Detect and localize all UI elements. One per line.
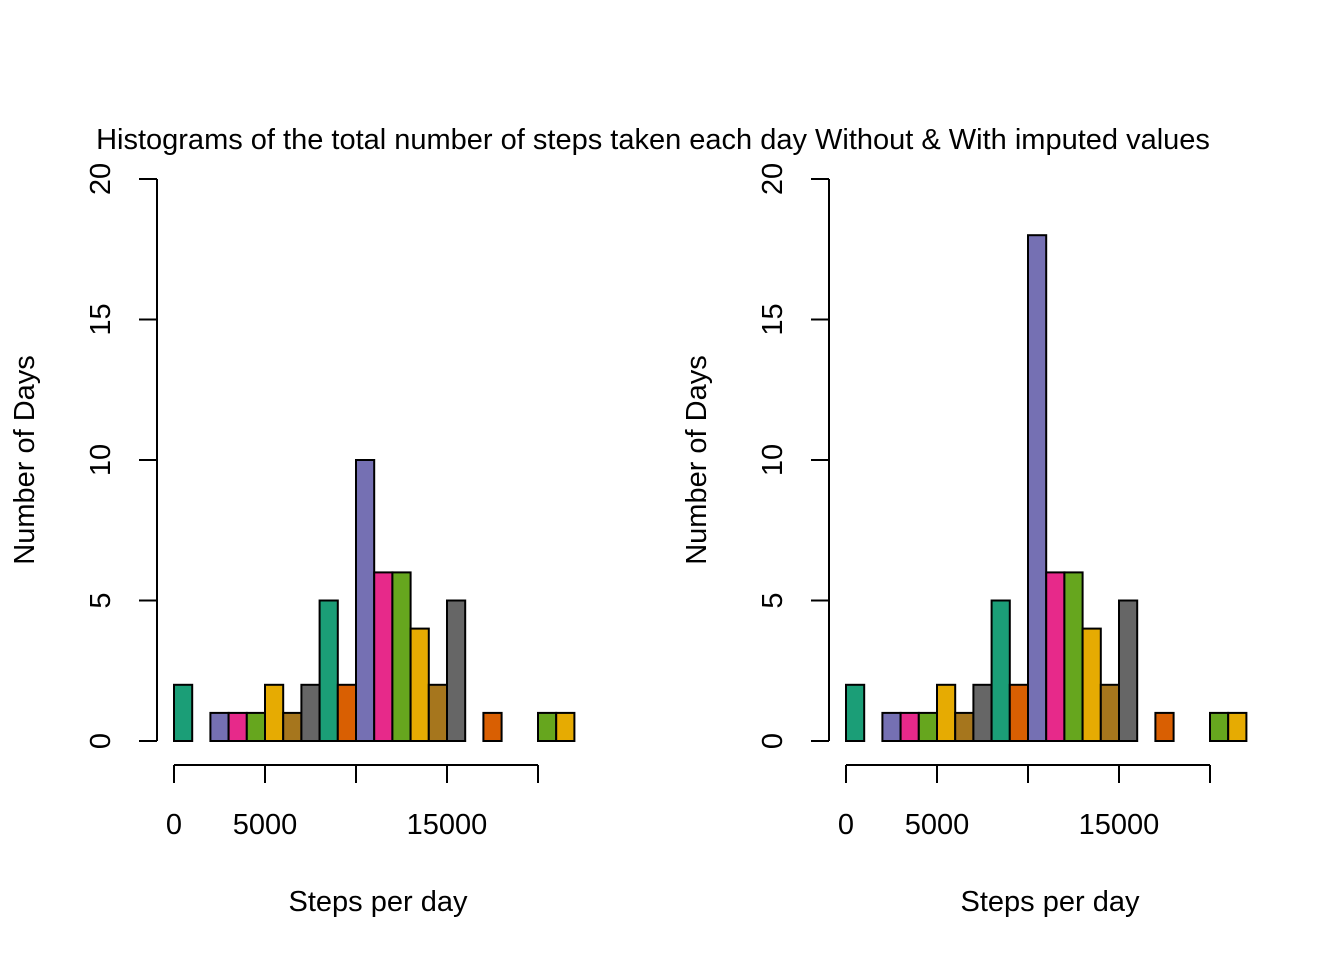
y-axis-title: Number of Days <box>9 355 41 565</box>
histogram-bar <box>1154 711 1175 743</box>
histogram-bar <box>881 711 902 743</box>
histogram-bar <box>1227 711 1248 743</box>
y-tick-label: 20 <box>757 163 789 195</box>
x-tick-label: 15000 <box>1079 809 1160 841</box>
histogram-bar <box>318 599 339 742</box>
histogram-bar <box>1008 683 1029 742</box>
histogram-bar <box>482 711 503 743</box>
histogram-panel-with-imputed: 0 5 10 15 20 0 5000 15000 Steps per day Number of… <box>681 163 1248 918</box>
y-tick-label: 5 <box>757 592 789 608</box>
histogram-bar <box>1045 571 1066 743</box>
x-axis: 0 5000 15000 <box>838 764 1211 841</box>
histogram-bar <box>209 711 230 743</box>
y-tick-label: 15 <box>757 303 789 335</box>
histogram-bar <box>1209 711 1230 743</box>
y-tick-label: 0 <box>85 733 117 749</box>
histogram-bar <box>409 627 430 742</box>
x-tick-label: 0 <box>838 809 854 841</box>
histogram-bar <box>936 683 957 742</box>
histogram-bar <box>282 711 303 743</box>
histogram-bar <box>227 711 248 743</box>
x-tick-label: 0 <box>166 809 182 841</box>
y-tick-label: 10 <box>757 444 789 476</box>
y-tick-label: 20 <box>85 163 117 195</box>
histogram-panel-without-imputed: 0 5 10 15 20 0 5000 15000 Steps per day Number of… <box>9 163 576 918</box>
histogram-bar <box>899 711 920 743</box>
histogram-bar <box>972 683 993 742</box>
x-tick-label: 5000 <box>905 809 970 841</box>
histogram-bar <box>373 571 394 743</box>
y-axis: 0 5 10 15 20 <box>85 163 158 749</box>
histogram-bars <box>845 234 1248 743</box>
y-axis: 0 5 10 15 20 <box>757 163 830 749</box>
histogram-bars <box>173 459 576 743</box>
x-axis: 0 5000 15000 <box>166 764 539 841</box>
histogram-bar <box>391 571 412 743</box>
histogram-bar <box>954 711 975 743</box>
y-tick-label: 10 <box>85 444 117 476</box>
histogram-bar <box>990 599 1011 742</box>
histogram-bar <box>917 711 938 743</box>
histogram-bar <box>245 711 267 743</box>
y-tick-label: 5 <box>85 592 117 608</box>
histogram-bar <box>1081 627 1102 742</box>
histogram-bar <box>1118 599 1139 742</box>
x-tick-label: 5000 <box>233 809 298 841</box>
x-axis-title: Steps per day <box>961 886 1140 918</box>
histogram-bar <box>173 683 194 742</box>
histogram-bar <box>1027 234 1048 742</box>
y-axis-title: Number of Days <box>681 355 713 565</box>
histogram-bar <box>1099 683 1121 742</box>
y-tick-label: 0 <box>757 733 789 749</box>
histogram-bar <box>555 711 576 743</box>
histogram-bar <box>427 683 448 742</box>
histogram-bar <box>446 599 467 742</box>
histogram-bar <box>1063 571 1084 743</box>
histogram-bar <box>264 683 285 742</box>
histogram-bar <box>336 683 357 742</box>
y-tick-label: 15 <box>85 303 117 335</box>
x-tick-label: 15000 <box>407 809 488 841</box>
histogram-bar <box>845 683 866 742</box>
x-axis-title: Steps per day <box>289 886 468 918</box>
histogram-bar <box>300 683 321 742</box>
histogram-bar <box>355 459 376 742</box>
histogram-bar <box>537 711 558 743</box>
figure-title: Histograms of the total number of steps … <box>96 124 1210 156</box>
